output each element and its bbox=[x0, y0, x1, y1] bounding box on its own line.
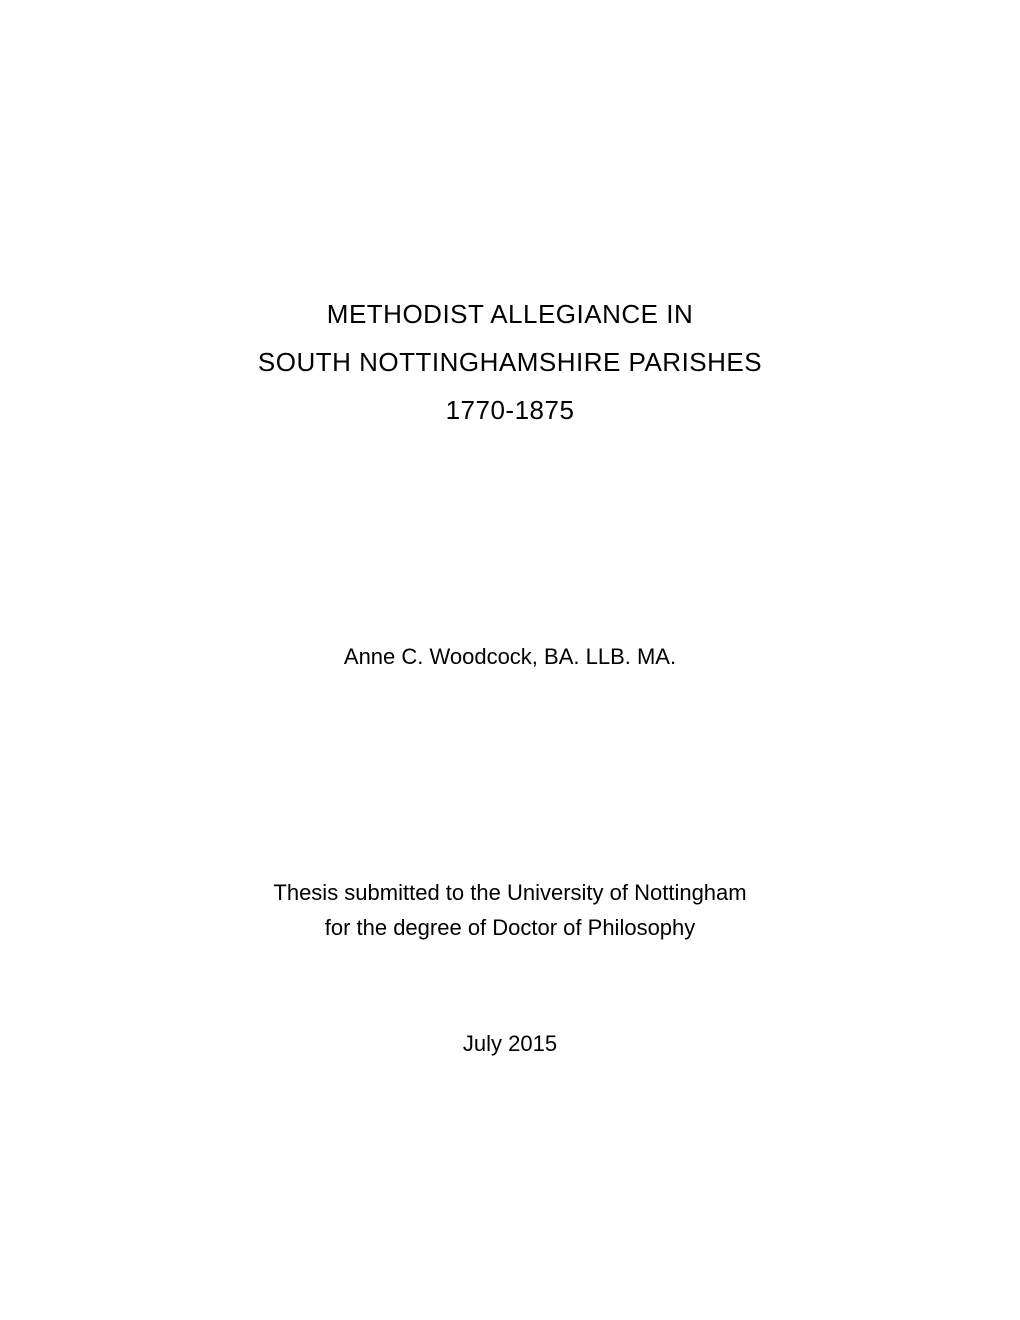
thesis-title: METHODIST ALLEGIANCE IN SOUTH NOTTINGHAM… bbox=[130, 0, 890, 434]
thesis-title-page: METHODIST ALLEGIANCE IN SOUTH NOTTINGHAM… bbox=[0, 0, 1020, 1320]
title-line-2: SOUTH NOTTINGHAMSHIRE PARISHES bbox=[130, 338, 890, 386]
submission-line-2: for the degree of Doctor of Philosophy bbox=[130, 910, 890, 945]
submission-line-1: Thesis submitted to the University of No… bbox=[130, 875, 890, 910]
submission-date: July 2015 bbox=[130, 946, 890, 1057]
submission-statement: Thesis submitted to the University of No… bbox=[130, 670, 890, 945]
title-line-1: METHODIST ALLEGIANCE IN bbox=[130, 290, 890, 338]
title-line-3: 1770-1875 bbox=[130, 386, 890, 434]
author-name: Anne C. Woodcock, BA. LLB. MA. bbox=[130, 434, 890, 670]
